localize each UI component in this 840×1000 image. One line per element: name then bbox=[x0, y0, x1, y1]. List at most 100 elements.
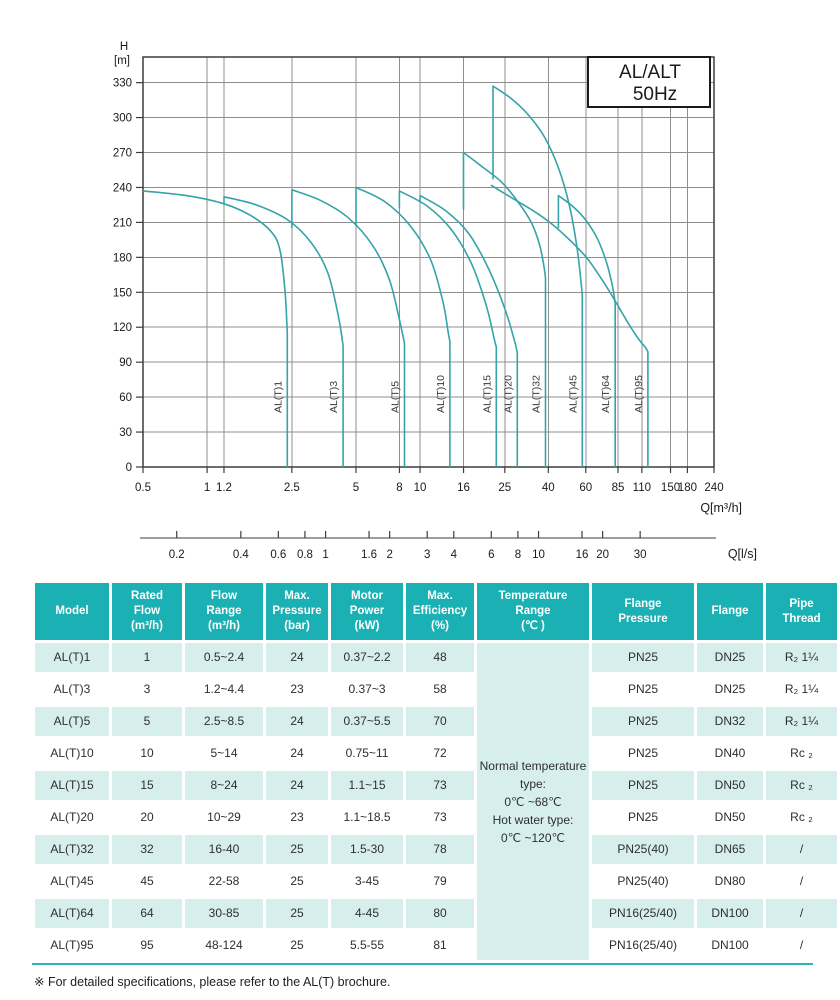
value-cell: PN25(40) bbox=[592, 867, 694, 896]
value-cell: 1.1~15 bbox=[331, 771, 403, 800]
pump-curve-AL(T)1 bbox=[142, 190, 289, 467]
spec-table: Model Rated Flow (m³/h) Flow Range (m³/h) M… bbox=[32, 580, 840, 963]
value-cell: 0.37~5.5 bbox=[331, 707, 403, 736]
value-cell: DN100 bbox=[697, 931, 763, 960]
y-axis-title: H bbox=[120, 41, 128, 53]
value-cell: PN16(25/40) bbox=[592, 931, 694, 960]
table-row-AL(T)10: AL(T)10 10 5~14 24 0.75~11 72 PN25 DN40 Rc ₂ bbox=[35, 739, 837, 768]
footnote: ※ For detailed specifications, please re… bbox=[34, 975, 391, 989]
value-cell: 25 bbox=[266, 899, 328, 928]
y-tick-label: 240 bbox=[113, 182, 132, 194]
value-cell: 72 bbox=[406, 739, 474, 768]
x2-tick-label: 3 bbox=[424, 549, 430, 561]
value-cell: 70 bbox=[406, 707, 474, 736]
curve-label-AL(T)1: AL(T)1 bbox=[272, 381, 284, 413]
x2-tick-label: 8 bbox=[515, 549, 521, 561]
col-header-4: Motor Power (kW) bbox=[331, 583, 403, 640]
value-cell: 4-45 bbox=[331, 899, 403, 928]
value-cell: DN32 bbox=[697, 707, 763, 736]
value-cell: 15 bbox=[112, 771, 182, 800]
value-cell: 3-45 bbox=[331, 867, 403, 896]
value-cell: / bbox=[766, 899, 837, 928]
x-tick-label: 2.5 bbox=[284, 482, 300, 494]
value-cell: 8~24 bbox=[185, 771, 263, 800]
x-tick-label: 8 bbox=[396, 482, 402, 494]
curve-label-AL(T)5: AL(T)5 bbox=[389, 381, 401, 413]
model-cell: AL(T)32 bbox=[35, 835, 109, 864]
col-header-6: Temperature Range (℃ ) bbox=[477, 583, 589, 640]
model-cell: AL(T)95 bbox=[35, 931, 109, 960]
col-header-2: Flow Range (m³/h) bbox=[185, 583, 263, 640]
model-cell: AL(T)45 bbox=[35, 867, 109, 896]
y-tick-label: 150 bbox=[113, 287, 132, 299]
value-cell: 1 bbox=[112, 643, 182, 672]
table-row-AL(T)1: AL(T)1 1 0.5~2.4 24 0.37~2.2 48 Normal tempera… bbox=[35, 643, 837, 960]
x-tick-label: 1 bbox=[204, 482, 210, 494]
curve-label-AL(T)45: AL(T)45 bbox=[567, 375, 579, 413]
curve-label-AL(T)64: AL(T)64 bbox=[600, 375, 612, 413]
x-tick-label: 10 bbox=[414, 482, 427, 494]
chart-badge-box bbox=[587, 56, 711, 108]
pump-curve-AL(T)10 bbox=[355, 186, 451, 467]
pump-curve-AL(T)32 bbox=[462, 151, 547, 467]
value-cell: 73 bbox=[406, 771, 474, 800]
value-cell: PN25 bbox=[592, 771, 694, 800]
value-cell: DN25 bbox=[697, 643, 763, 672]
pump-curve-AL(T)20 bbox=[419, 194, 519, 467]
curve-label-AL(T)20: AL(T)20 bbox=[502, 375, 514, 413]
x-axis-title: Q[m³/h] bbox=[700, 501, 742, 515]
table-row-AL(T)32: AL(T)32 32 16-40 25 1.5-30 78 PN25(40) DN65/ bbox=[35, 835, 837, 864]
chart-badge-line1: AL/ALT bbox=[619, 62, 681, 83]
value-cell: R₂ 1¼ bbox=[766, 707, 837, 736]
y-tick-label: 60 bbox=[119, 392, 132, 404]
y-tick-label: 300 bbox=[113, 113, 132, 125]
x2-tick-label: 4 bbox=[451, 549, 458, 561]
x-tick-label: 0.5 bbox=[135, 482, 151, 494]
value-cell: 1.2~4.4 bbox=[185, 675, 263, 704]
value-cell: / bbox=[766, 931, 837, 960]
value-cell: Rc ₂ bbox=[766, 803, 837, 832]
value-cell: 95 bbox=[112, 931, 182, 960]
value-cell: 24 bbox=[266, 707, 328, 736]
value-cell: 23 bbox=[266, 803, 328, 832]
value-cell: 0.5~2.4 bbox=[185, 643, 263, 672]
model-cell: AL(T)20 bbox=[35, 803, 109, 832]
model-cell: AL(T)1 bbox=[35, 643, 109, 672]
x-tick-label: 40 bbox=[542, 482, 555, 494]
x2-tick-label: 0.2 bbox=[169, 549, 185, 561]
value-cell: 30-85 bbox=[185, 899, 263, 928]
table-row-AL(T)45: AL(T)45 45 22-58 25 3-45 79 PN25(40) DN80/ bbox=[35, 867, 837, 896]
y-tick-label: 30 bbox=[119, 427, 132, 439]
col-header-8: Flange bbox=[697, 583, 763, 640]
value-cell: 0.75~11 bbox=[331, 739, 403, 768]
value-cell: 5.5-55 bbox=[331, 931, 403, 960]
x2-tick-label: 30 bbox=[634, 549, 647, 561]
x2-tick-label: 2 bbox=[386, 549, 392, 561]
table-row-AL(T)15: AL(T)15 15 8~24 24 1.1~15 73 PN25 DN50 Rc ₂ bbox=[35, 771, 837, 800]
value-cell: 64 bbox=[112, 899, 182, 928]
value-cell: / bbox=[766, 835, 837, 864]
model-cell: AL(T)5 bbox=[35, 707, 109, 736]
model-cell: AL(T)64 bbox=[35, 899, 109, 928]
value-cell: Rc ₂ bbox=[766, 771, 837, 800]
value-cell: 32 bbox=[112, 835, 182, 864]
x2-tick-label: 6 bbox=[488, 549, 494, 561]
value-cell: DN80 bbox=[697, 867, 763, 896]
value-cell: 23 bbox=[266, 675, 328, 704]
curve-label-AL(T)10: AL(T)10 bbox=[435, 375, 447, 413]
value-cell: R₂ 1¼ bbox=[766, 675, 837, 704]
value-cell: 78 bbox=[406, 835, 474, 864]
value-cell: PN16(25/40) bbox=[592, 899, 694, 928]
pump-curve-AL(T)95 bbox=[490, 184, 649, 467]
y-tick-label: 90 bbox=[119, 357, 132, 369]
y-tick-label: 210 bbox=[113, 217, 132, 229]
x2-tick-label: 16 bbox=[576, 549, 589, 561]
value-cell: 10~29 bbox=[185, 803, 263, 832]
y-tick-label: 0 bbox=[126, 462, 132, 474]
table-row-AL(T)3: AL(T)3 3 1.2~4.4 23 0.37~3 58 PN25 DN25 R₂ 1¼ bbox=[35, 675, 837, 704]
col-header-7: Flange Pressure bbox=[592, 583, 694, 640]
x-tick-label: 240 bbox=[704, 482, 723, 494]
table-row-AL(T)64: AL(T)64 64 30-85 25 4-45 80 PN16(25/40) DN100/ bbox=[35, 899, 837, 928]
